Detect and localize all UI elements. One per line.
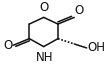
Text: NH: NH [35, 51, 53, 64]
Text: O: O [39, 1, 48, 14]
Text: O: O [75, 4, 84, 17]
Text: OH: OH [88, 41, 106, 54]
Text: O: O [3, 39, 13, 52]
